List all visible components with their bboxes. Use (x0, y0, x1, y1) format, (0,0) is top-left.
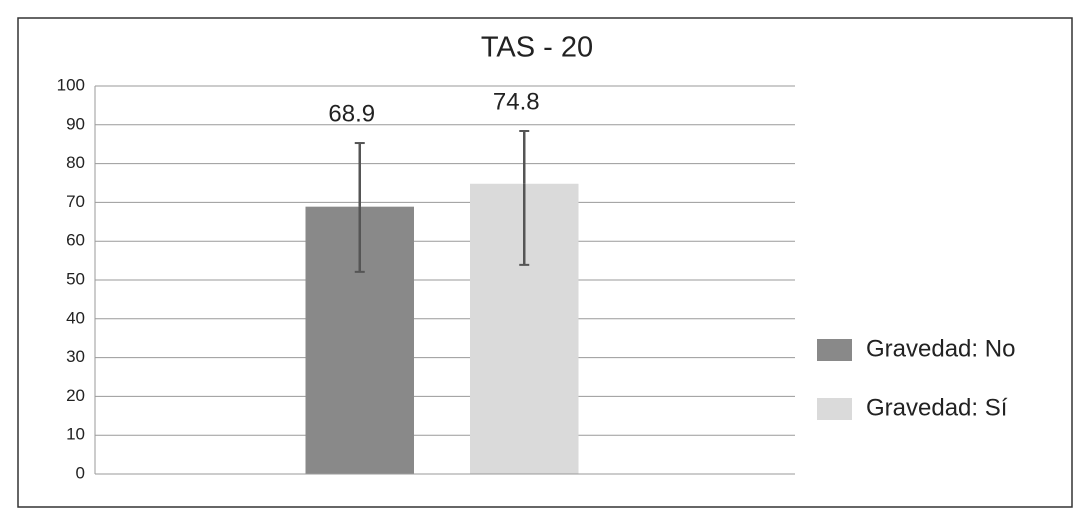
y-tick-label: 50 (66, 269, 85, 288)
y-tick-label: 90 (66, 114, 85, 133)
legend-label: Gravedad: Sí (866, 394, 1008, 421)
y-tick-label: 60 (66, 231, 85, 250)
legend-swatch (817, 339, 852, 361)
legend-swatch (817, 398, 852, 420)
value-label: 74.8 (493, 88, 540, 115)
y-tick-label: 10 (66, 425, 85, 444)
value-label: 68.9 (328, 100, 375, 127)
y-tick-label: 70 (66, 192, 85, 211)
y-tick-label: 40 (66, 308, 85, 327)
y-tick-label: 0 (76, 463, 85, 482)
y-tick-label: 30 (66, 347, 85, 366)
chart-title: TAS - 20 (481, 32, 593, 64)
y-tick-label: 100 (57, 75, 85, 94)
y-tick-label: 20 (66, 386, 85, 405)
legend-label: Gravedad: No (866, 335, 1015, 362)
y-tick-label: 80 (66, 153, 85, 172)
